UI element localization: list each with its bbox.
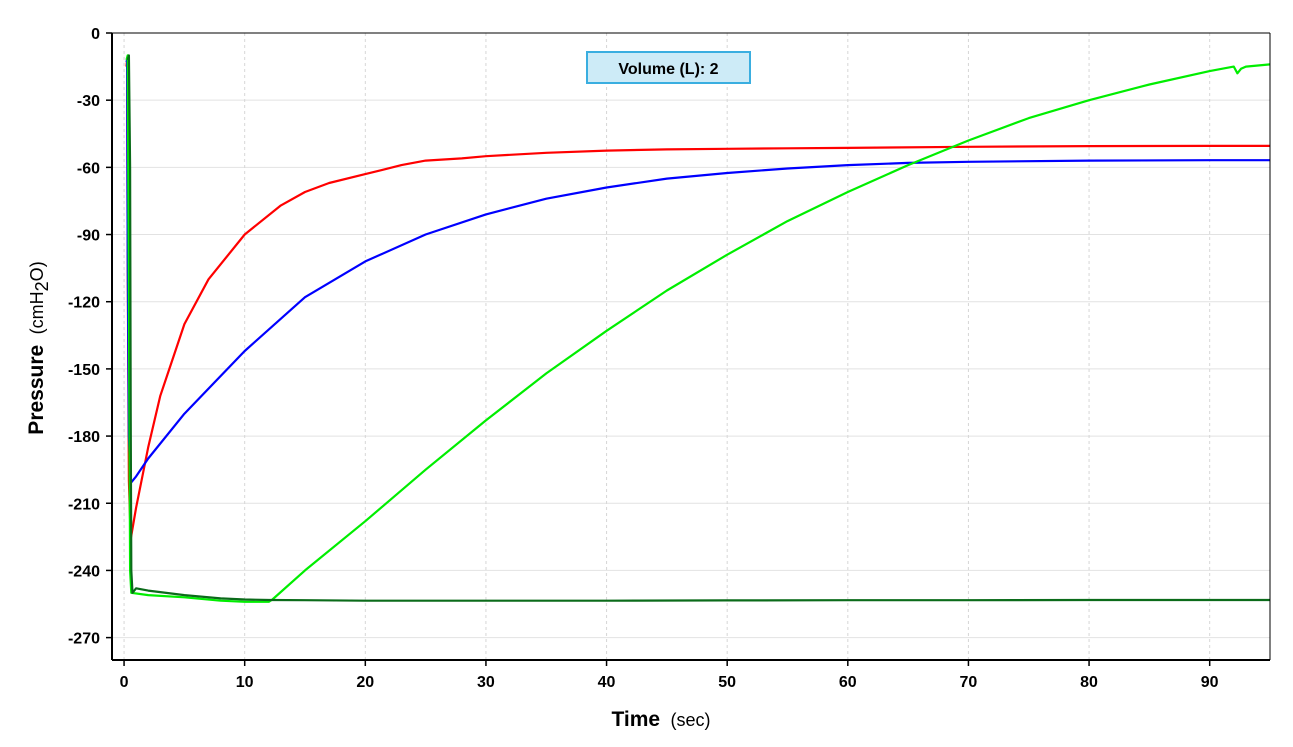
y-tick-label: -30 <box>77 93 100 110</box>
x-tick-label: 70 <box>960 674 978 691</box>
x-tick-label: 20 <box>356 674 374 691</box>
y-axis-unit-prefix: (cmH <box>27 291 47 334</box>
x-tick-label: 90 <box>1201 674 1219 691</box>
series-line-3 <box>125 54 1271 603</box>
x-axis-title-text: Time <box>611 708 660 731</box>
y-tick-label: -180 <box>68 429 100 446</box>
x-tick-label: 40 <box>598 674 616 691</box>
volume-badge: Volume (L): 2 <box>586 51 751 84</box>
x-tick-label: 80 <box>1080 674 1098 691</box>
y-axis-unit-suffix: O) <box>27 261 47 281</box>
x-tick-label: 50 <box>718 674 736 691</box>
x-axis-title: Time (sec) <box>611 708 710 731</box>
series-line-1 <box>125 58 1270 541</box>
series-group <box>125 54 1271 603</box>
y-tick-label: -270 <box>68 631 100 648</box>
y-tick-label: 0 <box>91 26 100 43</box>
y-tick-label: -210 <box>68 496 100 513</box>
x-tick-label: 30 <box>477 674 495 691</box>
series-line-4 <box>126 54 1270 602</box>
y-axis-unit-subscript: 2 <box>32 281 52 291</box>
volume-badge-label: Volume (L): 2 <box>618 61 718 78</box>
x-axis-ticks: 0 10 20 30 40 50 60 70 80 90 <box>120 660 1219 691</box>
y-tick-label: -240 <box>68 563 100 580</box>
y-tick-label: -60 <box>77 160 100 177</box>
x-axis-title-unit: (sec) <box>671 710 711 730</box>
y-tick-label: -150 <box>68 362 100 379</box>
plot-frame <box>111 32 1271 661</box>
grid-lines <box>112 32 1270 660</box>
volume-badge-box <box>586 51 751 84</box>
x-tick-label: 60 <box>839 674 857 691</box>
y-axis-ticks: 0 -30 -60 -90 -120 -150 -180 -210 -240 -270 <box>68 26 112 648</box>
y-tick-label: -120 <box>68 295 100 312</box>
y-axis-title-text: Pressure <box>25 345 48 435</box>
x-tick-label: 0 <box>120 674 129 691</box>
y-tick-label: -90 <box>77 228 100 245</box>
x-tick-label: 10 <box>236 674 254 691</box>
y-axis-title: Pressure (cmH2O) <box>25 261 52 434</box>
